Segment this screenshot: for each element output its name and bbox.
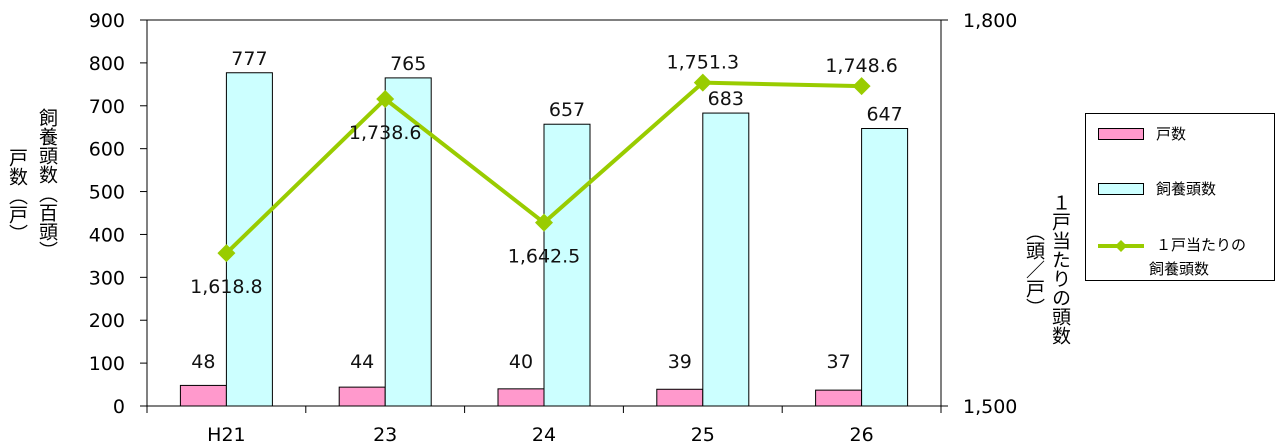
left-tick-label: 900 — [89, 10, 125, 32]
left-tick-label: 400 — [89, 224, 125, 246]
legend-label-per-household-2: 飼養頭数 — [1149, 260, 1210, 278]
left-tick-label: 500 — [89, 182, 125, 204]
bar-households — [179, 384, 227, 407]
right-tick-label: 1,800 — [963, 10, 1017, 32]
data-label-head: 657 — [549, 99, 585, 121]
data-label-households: 37 — [827, 351, 851, 373]
left-tick-label: 600 — [89, 139, 125, 161]
bar-households — [656, 388, 704, 407]
right-axis: 1,500 1,800 — [941, 10, 1017, 418]
bar-households — [338, 386, 386, 407]
x-tick-label: H21 — [207, 424, 245, 446]
bar-head — [702, 112, 750, 407]
line-point-per-household — [376, 90, 395, 109]
line-point-per-household — [217, 244, 236, 263]
data-label-households: 39 — [668, 351, 692, 373]
data-label-households: 48 — [191, 351, 215, 373]
x-tick-label: 26 — [850, 424, 874, 446]
data-label-households: 40 — [509, 351, 533, 373]
x-tick-label: 23 — [373, 424, 397, 446]
line-point-per-household — [852, 77, 871, 96]
data-labels: 48 777 44 765 40 657 39 683 37 647 1,618.8 1,738.6 1… — [190, 48, 903, 373]
data-label-head: 683 — [708, 88, 744, 110]
legend-swatch-head — [1098, 183, 1144, 195]
x-tick-label: 25 — [691, 424, 715, 446]
left-axis-title-head: 飼養頭数（百頭） — [36, 108, 58, 260]
legend-swatch-households — [1098, 128, 1144, 140]
legend-label-households: 戸数 — [1156, 125, 1187, 143]
left-tick-label: 700 — [89, 96, 125, 118]
data-label-per-household: 1,642.5 — [508, 246, 581, 268]
bar-head — [861, 128, 909, 407]
bar-head — [384, 77, 432, 407]
x-axis: H21 23 24 25 26 — [146, 406, 942, 446]
bar-households — [497, 388, 545, 407]
legend-swatch-per-household — [1098, 240, 1144, 252]
left-tick-label: 800 — [89, 53, 125, 75]
data-label-head: 647 — [866, 104, 902, 126]
bar-head — [543, 123, 591, 407]
line-point-per-household — [535, 213, 553, 232]
left-tick-label: 0 — [113, 396, 125, 418]
bar-households — [815, 389, 863, 407]
data-label-head: 777 — [231, 48, 267, 70]
left-tick-label: 100 — [89, 353, 125, 375]
data-label-per-household: 1,751.3 — [667, 52, 740, 74]
line-point-per-household — [693, 73, 712, 92]
data-label-per-household: 1,748.6 — [825, 55, 898, 77]
bar-head — [225, 72, 273, 407]
right-axis-title-unit: （頭／戸） — [1023, 222, 1045, 317]
data-label-households: 44 — [350, 351, 374, 373]
left-axis-title-households: 戸数（戸） — [6, 148, 28, 243]
line-series — [217, 73, 871, 263]
data-label-head: 765 — [390, 53, 426, 75]
left-tick-label: 300 — [89, 267, 125, 289]
legend: 戸数 飼養頭数 １戸当たりの 飼養頭数 — [1085, 113, 1275, 281]
data-label-per-household: 1,738.6 — [349, 122, 422, 144]
left-tick-label: 200 — [89, 310, 125, 332]
legend-label-per-household: １戸当たりの — [1156, 236, 1247, 254]
right-tick-label: 1,500 — [963, 396, 1017, 418]
bar-series — [179, 72, 909, 407]
right-axis-title-per-household: １戸当たりの頭数 — [1049, 193, 1071, 345]
legend-label-head: 飼養頭数 — [1156, 180, 1217, 198]
left-axis: 0 100 200 300 400 500 600 700 800 900 — [89, 10, 147, 418]
data-label-per-household: 1,618.8 — [190, 276, 263, 298]
x-tick-label: 24 — [532, 424, 556, 446]
